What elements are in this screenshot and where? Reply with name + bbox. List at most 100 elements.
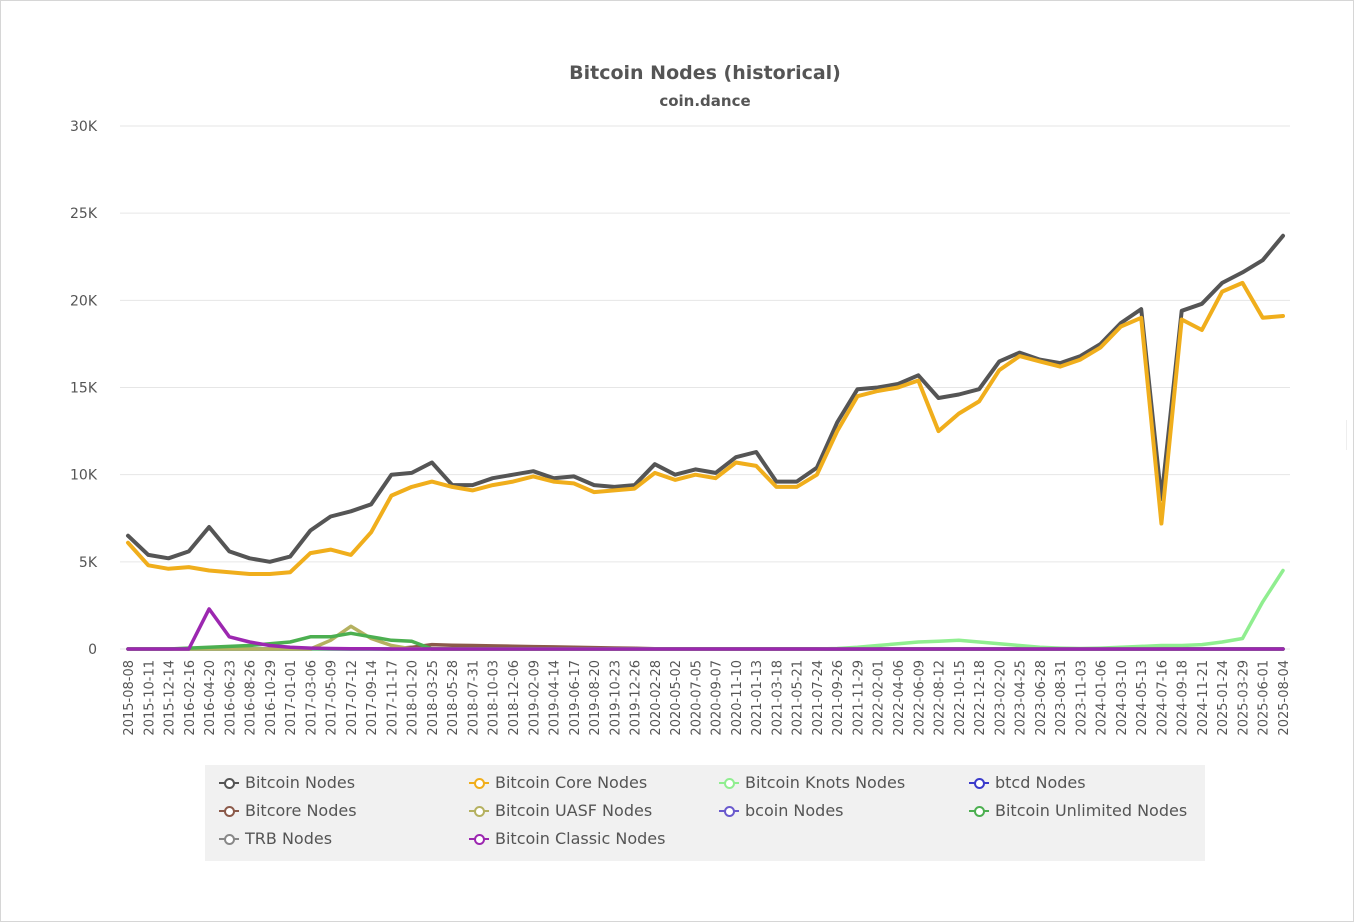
legend-item-bitcoin-uasf-nodes[interactable]: Bitcoin UASF Nodes: [467, 799, 652, 823]
x-tick-label: 2021-05-21: [791, 660, 806, 736]
x-tick-label: 2019-06-17: [568, 660, 583, 736]
legend-label: TRB Nodes: [245, 829, 333, 848]
series-line-bitcoin-knots-nodes: [126, 568, 1285, 651]
y-tick-label: 10K: [70, 468, 98, 484]
x-tick-label: 2022-06-09: [912, 660, 927, 736]
legend-label: Bitcoin Unlimited Nodes: [995, 801, 1188, 820]
legend-item-btcd-nodes[interactable]: btcd Nodes: [967, 771, 1086, 795]
x-tick-label: 2021-11-29: [851, 660, 866, 736]
x-tick-label: 2020-07-05: [689, 660, 704, 736]
x-tick-label: 2018-01-20: [406, 660, 421, 736]
x-tick-label: 2017-07-12: [345, 660, 360, 736]
legend-label: Bitcoin Nodes: [245, 773, 356, 792]
legend-label: Bitcore Nodes: [245, 801, 357, 820]
x-tick-label: 2025-01-24: [1216, 660, 1231, 736]
x-tick-label: 2020-09-07: [710, 660, 725, 736]
legend-item-bitcoin-unlimited-nodes[interactable]: Bitcoin Unlimited Nodes: [967, 799, 1187, 823]
x-tick-label: 2016-02-16: [183, 660, 198, 736]
legend-marker-icon: [967, 799, 991, 823]
x-tick-label: 2023-02-20: [993, 660, 1008, 736]
x-tick-label: 2024-07-16: [1155, 660, 1170, 736]
legend-marker-icon: [717, 771, 741, 795]
x-tick-label: 2024-05-13: [1135, 660, 1150, 736]
x-tick-label: 2022-10-15: [953, 660, 968, 736]
y-tick-label: 0: [88, 642, 97, 658]
scroll-edge: [1346, 420, 1351, 450]
y-tick-label: 15K: [70, 381, 98, 397]
x-tick-label: 2020-05-02: [669, 660, 684, 736]
x-tick-label: 2017-03-06: [304, 660, 319, 736]
x-axis-ticks: 2015-08-08 2015-10-11 2015-12-14 2016-02-16…: [122, 660, 1292, 736]
x-tick-label: 2017-09-14: [365, 660, 380, 736]
x-tick-label: 2025-06-01: [1257, 660, 1272, 736]
x-tick-label: 2016-08-26: [244, 660, 259, 736]
x-tick-label: 2021-07-24: [811, 660, 826, 736]
legend-marker-icon: [467, 771, 491, 795]
x-tick-label: 2017-05-09: [325, 660, 340, 736]
x-tick-label: 2023-08-31: [1054, 660, 1069, 736]
x-tick-label: 2021-09-26: [831, 660, 846, 736]
x-tick-label: 2018-03-25: [426, 660, 441, 736]
x-tick-label: 2022-08-12: [933, 660, 948, 736]
x-tick-label: 2023-06-28: [1034, 660, 1049, 736]
legend-item-trb-nodes[interactable]: TRB Nodes: [217, 827, 332, 851]
x-tick-label: 2021-01-13: [750, 660, 765, 736]
x-tick-label: 2019-04-14: [548, 660, 563, 736]
legend-marker-icon: [467, 827, 491, 851]
legend-item-bitcoin-knots-nodes[interactable]: Bitcoin Knots Nodes: [717, 771, 905, 795]
y-tick-label: 5K: [79, 555, 98, 571]
gridlines: [120, 125, 1290, 650]
x-tick-label: 2017-11-17: [385, 660, 400, 736]
x-tick-label: 2024-09-18: [1176, 660, 1191, 736]
x-tick-label: 2020-11-10: [730, 660, 745, 736]
series-lines: [126, 233, 1285, 651]
x-tick-label: 2024-03-10: [1115, 660, 1130, 736]
series-line-bitcoin-nodes: [126, 233, 1285, 564]
x-tick-label: 2025-08-04: [1277, 660, 1292, 736]
x-tick-label: 2015-12-14: [163, 660, 178, 736]
y-tick-label: 25K: [70, 206, 98, 222]
x-tick-label: 2021-03-18: [770, 660, 785, 736]
x-tick-label: 2017-01-01: [284, 660, 299, 736]
legend-label: Bitcoin UASF Nodes: [495, 801, 653, 820]
x-tick-label: 2023-04-25: [1014, 660, 1029, 736]
legend-label: Bitcoin Core Nodes: [495, 773, 648, 792]
x-tick-label: 2018-10-03: [487, 660, 502, 736]
x-tick-label: 2016-10-29: [264, 660, 279, 736]
x-tick-label: 2019-02-09: [527, 660, 542, 736]
y-tick-label: 20K: [70, 293, 98, 309]
x-tick-label: 2015-08-08: [122, 660, 137, 736]
legend-label: Bitcoin Classic Nodes: [495, 829, 666, 848]
x-tick-label: 2020-02-28: [649, 660, 664, 736]
legend-item-bitcore-nodes[interactable]: Bitcore Nodes: [217, 799, 357, 823]
x-tick-label: 2022-12-18: [973, 660, 988, 736]
y-axis-ticks: 0 5K 10K 15K 20K 25K 30K: [70, 119, 98, 658]
x-tick-label: 2019-12-26: [629, 660, 644, 736]
legend-marker-icon: [967, 771, 991, 795]
legend-marker-icon: [717, 799, 741, 823]
x-tick-label: 2024-01-06: [1095, 660, 1110, 736]
legend-label: Bitcoin Knots Nodes: [745, 773, 906, 792]
legend-label: btcd Nodes: [995, 773, 1086, 792]
x-tick-label: 2023-11-03: [1074, 660, 1089, 736]
legend-item-bitcoin-nodes[interactable]: Bitcoin Nodes: [217, 771, 355, 795]
legend-item-bcoin-nodes[interactable]: bcoin Nodes: [717, 799, 844, 823]
x-tick-label: 2022-02-01: [872, 660, 887, 736]
legend-marker-icon: [217, 827, 241, 851]
x-tick-label: 2022-04-06: [892, 660, 907, 736]
x-tick-label: 2016-04-20: [203, 660, 218, 736]
chart-subtitle: coin.dance: [659, 92, 751, 110]
legend-marker-icon: [467, 799, 491, 823]
chart-title: Bitcoin Nodes (historical): [569, 62, 841, 84]
x-tick-label: 2019-08-20: [588, 660, 603, 736]
legend-item-bitcoin-classic-nodes[interactable]: Bitcoin Classic Nodes: [467, 827, 665, 851]
x-tick-label: 2019-10-23: [608, 660, 623, 736]
legend-marker-icon: [217, 799, 241, 823]
series-line-bitcoin-core-nodes: [126, 280, 1285, 576]
x-tick-label: 2018-12-06: [507, 660, 522, 736]
legend-item-bitcoin-core-nodes[interactable]: Bitcoin Core Nodes: [467, 771, 647, 795]
y-tick-label: 30K: [70, 119, 98, 135]
series-line-bitcoin-classic-nodes: [126, 607, 1285, 651]
x-tick-label: 2016-06-23: [223, 660, 238, 736]
